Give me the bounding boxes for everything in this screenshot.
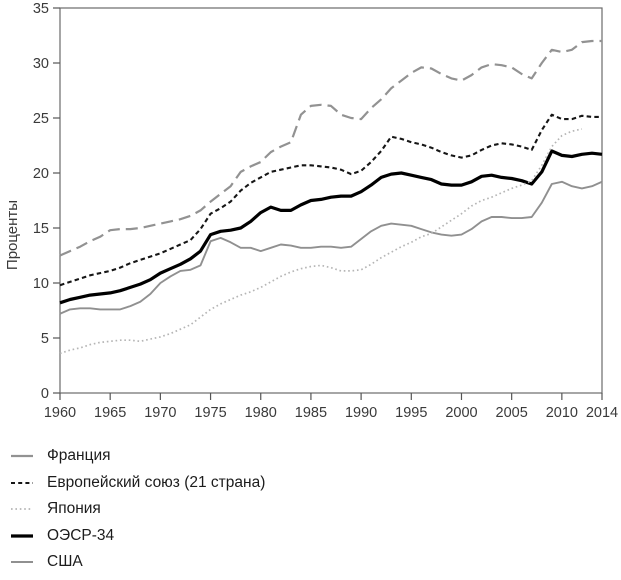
legend-swatch-usa-icon (11, 561, 33, 564)
y-tick-label: 15 (33, 221, 49, 237)
x-tick-label: 1960 (44, 405, 76, 421)
legend-swatch-eu21-icon (11, 481, 33, 484)
legend-item-oecd34: ОЭСР-34 (10, 523, 265, 550)
plot-border (59, 7, 603, 394)
legend-label-japan: Япония (47, 500, 101, 518)
legend-item-japan: Япония (10, 496, 265, 523)
x-tick-label: 2005 (496, 405, 528, 421)
x-tick-label: 1975 (194, 405, 226, 421)
x-tick-label: 1985 (295, 405, 327, 421)
y-tick-label: 0 (41, 386, 49, 402)
x-tick-label: 2000 (445, 405, 477, 421)
chart-canvas: Проценты 0 5 10 15 20 25 30 35 1960 1965 1970 1975 1… (4, 1, 618, 421)
legend: Франция Европейский союз (21 страна) Япони… (10, 443, 265, 576)
y-tick-label: 10 (33, 276, 49, 292)
y-tick-label: 5 (41, 331, 49, 347)
series-lines (59, 39, 603, 355)
series-line-france (59, 39, 602, 257)
series-line-usa (59, 180, 603, 315)
series-line-japan (59, 128, 583, 355)
x-tick-label: 2010 (546, 405, 578, 421)
legend-label-usa: США (47, 553, 83, 571)
plot-frame (59, 7, 603, 394)
legend-label-eu21: Европейский союз (21 страна) (47, 473, 266, 491)
legend-label-oecd34: ОЭСР-34 (47, 526, 115, 544)
legend-label-france: Франция (47, 447, 111, 465)
x-tick-label: 1990 (345, 405, 377, 421)
legend-swatch-france-icon (11, 455, 33, 458)
y-tick-label: 30 (33, 56, 49, 72)
y-tick-label: 25 (33, 111, 49, 127)
legend-item-usa: США (10, 549, 265, 576)
series-line-eu21 (59, 113, 602, 287)
axis-ticks: 0 5 10 15 20 25 30 35 1960 1965 1970 1975 1980 1985 19… (33, 1, 618, 421)
series-line-oecd34 (59, 149, 603, 305)
x-tick-label: 2014 (586, 405, 618, 421)
y-axis-title: Проценты (4, 200, 21, 270)
legend-swatch-oecd34-icon (11, 534, 33, 538)
x-tick-label: 1965 (94, 405, 126, 421)
legend-item-eu21: Европейский союз (21 страна) (10, 470, 265, 497)
y-tick-label: 20 (33, 166, 49, 182)
x-tick-label: 1995 (395, 405, 427, 421)
y-tick-label: 35 (33, 1, 49, 17)
x-tick-label: 1970 (144, 405, 176, 421)
x-tick-label: 1980 (245, 405, 277, 421)
legend-swatch-japan-icon (11, 508, 33, 511)
legend-item-france: Франция (10, 443, 265, 470)
